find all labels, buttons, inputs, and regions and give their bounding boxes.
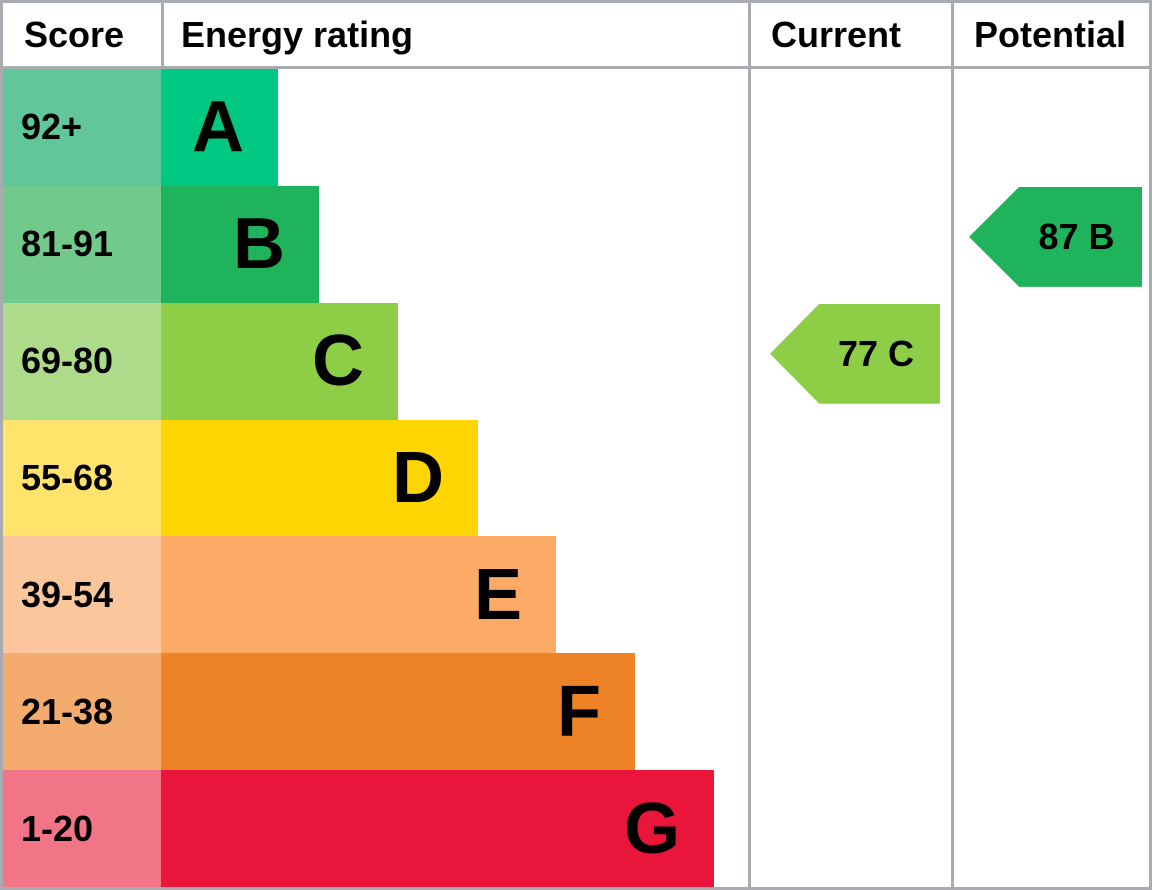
rating-bar: A — [161, 69, 278, 186]
score-cell: 39-54 — [3, 536, 161, 654]
header-energy-rating: Energy rating — [181, 13, 414, 55]
rating-bar: D — [161, 419, 478, 537]
band-row: 92+ A — [3, 69, 1149, 186]
potential-arrow-label: 87 B — [1038, 215, 1115, 257]
band-row: 21-38 F — [3, 653, 1149, 771]
score-cell: 69-80 — [3, 302, 161, 420]
rating-bar: B — [161, 185, 319, 303]
current-arrow-label: 77 C — [837, 332, 915, 374]
rating-bar: F — [161, 653, 635, 771]
header-divider — [3, 66, 1149, 69]
band-row: 39-54 E — [3, 536, 1149, 654]
band-row: 55-68 D — [3, 419, 1149, 537]
band-row: 1-20 G — [3, 770, 1149, 887]
score-cell: 21-38 — [3, 653, 161, 771]
band-row: 81-91 B — [3, 185, 1149, 303]
score-cell: 92+ — [3, 69, 161, 186]
rating-bar: E — [161, 536, 556, 654]
rating-bar: G — [161, 770, 714, 887]
potential-arrow: 87 B — [969, 186, 1142, 287]
header-score: Score — [24, 13, 125, 55]
score-cell: 1-20 — [3, 770, 161, 887]
rating-bar: C — [161, 302, 398, 420]
band-rows: 92+ A 81-91 B 69-80 C 55-68 D 39-54 E 21… — [3, 69, 1149, 887]
current-column-divider — [748, 3, 751, 887]
header-potential: Potential — [974, 13, 1127, 55]
potential-column-divider — [951, 3, 954, 887]
score-cell: 55-68 — [3, 419, 161, 537]
score-cell: 81-91 — [3, 185, 161, 303]
band-row: 69-80 C — [3, 302, 1149, 420]
header-current: Current — [771, 13, 902, 55]
score-column-divider — [161, 3, 164, 66]
